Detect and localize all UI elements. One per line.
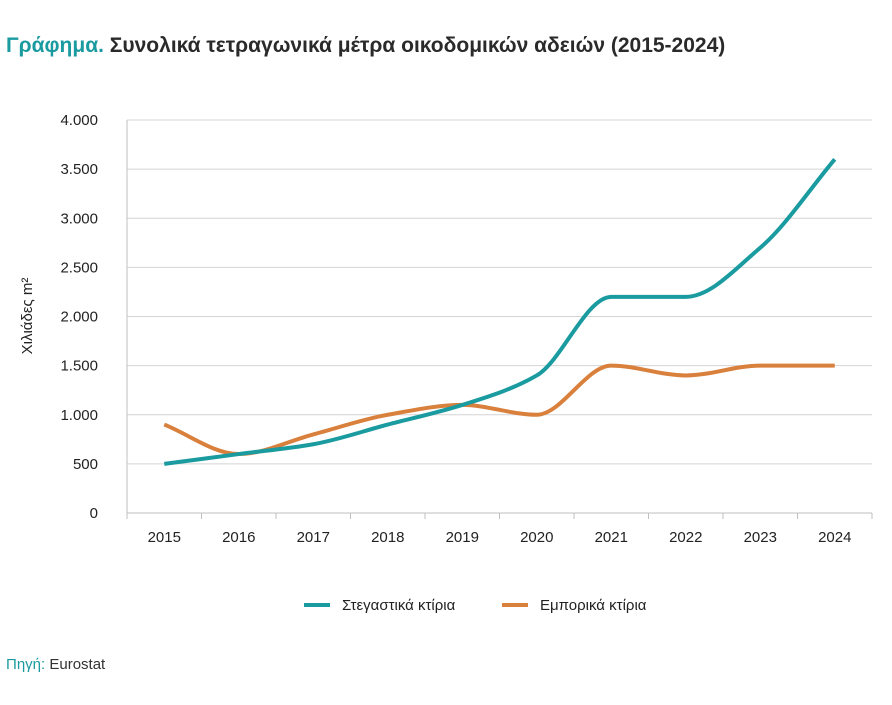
series-line xyxy=(163,363,835,457)
x-tick-label: 2015 xyxy=(148,529,181,546)
chart-title: Γράφημα. Συνολικά τετραγωνικά μέτρα οικο… xyxy=(6,34,725,58)
x-tick-label: 2018 xyxy=(371,529,404,546)
x-tick-labels: 2015 2016 2017 2018 2019 2020 2021 2022 2023 2024 xyxy=(148,529,852,546)
x-tick-label: 2024 xyxy=(818,529,851,546)
y-tick-label: 0 xyxy=(90,505,98,522)
legend: Στεγαστικά κτίρια Εμπορικά κτίρια xyxy=(304,597,647,614)
x-tick-label: 2023 xyxy=(744,529,777,546)
y-tick-label: 1.500 xyxy=(60,358,98,375)
series-lines xyxy=(163,158,837,466)
y-tick-label: 2.000 xyxy=(60,309,98,326)
chart-title-lead: Γράφημα. xyxy=(6,34,104,57)
axes xyxy=(126,120,873,519)
y-tick-label: 2.500 xyxy=(60,259,98,276)
source-label: Πηγή: xyxy=(6,656,46,673)
y-tick-label: 3.000 xyxy=(60,210,98,227)
y-tick-label: 1.000 xyxy=(60,407,98,424)
y-tick-label: 4.000 xyxy=(60,112,98,129)
x-tick-label: 2017 xyxy=(297,529,330,546)
y-tick-labels: 0 500 1.000 1.500 2.000 2.500 3.000 3.500 4.000 xyxy=(60,112,98,522)
gridlines xyxy=(127,119,872,465)
y-tick-label: 3.500 xyxy=(60,161,98,178)
x-tick-label: 2019 xyxy=(446,529,479,546)
y-tick-label: 500 xyxy=(73,456,98,473)
x-tick-label: 2016 xyxy=(222,529,255,546)
x-tick-label: 2022 xyxy=(669,529,702,546)
source-note: Πηγή: Eurostat xyxy=(6,656,105,673)
legend-label: Στεγαστικά κτίρια xyxy=(342,597,456,614)
y-axis-title: Χιλιάδες m² xyxy=(19,278,36,355)
x-tick-label: 2020 xyxy=(520,529,553,546)
series-line xyxy=(163,158,837,466)
source-text: Eurostat xyxy=(45,656,106,673)
x-tick-label: 2021 xyxy=(595,529,628,546)
chart-title-text: Συνολικά τετραγωνικά μέτρα οικοδομικών α… xyxy=(103,34,726,57)
legend-label: Εμπορικά κτίρια xyxy=(540,597,647,614)
